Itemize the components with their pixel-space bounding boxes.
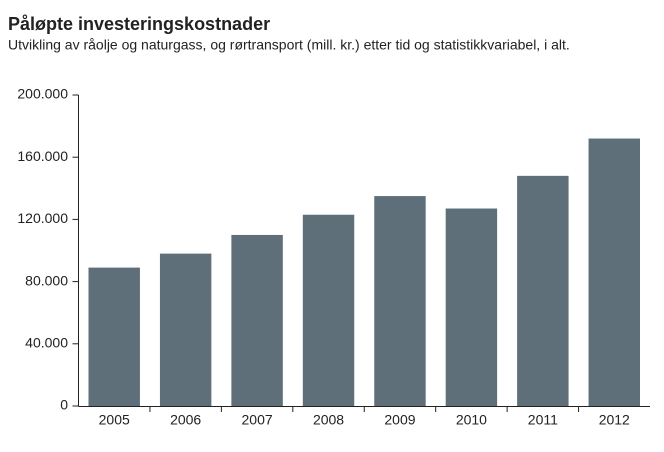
bar <box>445 208 498 406</box>
chart-title: Påløpte investeringskostnader <box>8 14 270 34</box>
y-tick-label: 40.000 <box>25 335 68 351</box>
x-tick-label: 2011 <box>528 412 558 428</box>
x-tick-label: 2009 <box>384 412 415 428</box>
chart-subtitle: Utvikling av råolje og naturgass, og rør… <box>8 37 570 53</box>
x-tick-label: 2006 <box>170 412 201 428</box>
y-tick-label: 160.000 <box>17 148 68 164</box>
x-tick-label: 2012 <box>599 412 630 428</box>
bar <box>302 214 355 406</box>
bar <box>231 234 283 406</box>
bar <box>88 267 140 406</box>
x-tick-label: 2005 <box>99 412 130 428</box>
y-tick-label: 200.000 <box>17 86 68 102</box>
y-tick-label: 120.000 <box>17 210 68 226</box>
y-tick-label: 80.000 <box>25 272 68 288</box>
x-tick-label: 2007 <box>242 412 273 428</box>
x-tick-label: 2010 <box>456 412 487 428</box>
bar <box>517 175 569 406</box>
bar <box>374 196 426 406</box>
bar <box>588 138 640 407</box>
x-tick-label: 2008 <box>313 412 344 428</box>
bar <box>159 253 212 406</box>
y-tick-label: 0 <box>60 397 68 413</box>
